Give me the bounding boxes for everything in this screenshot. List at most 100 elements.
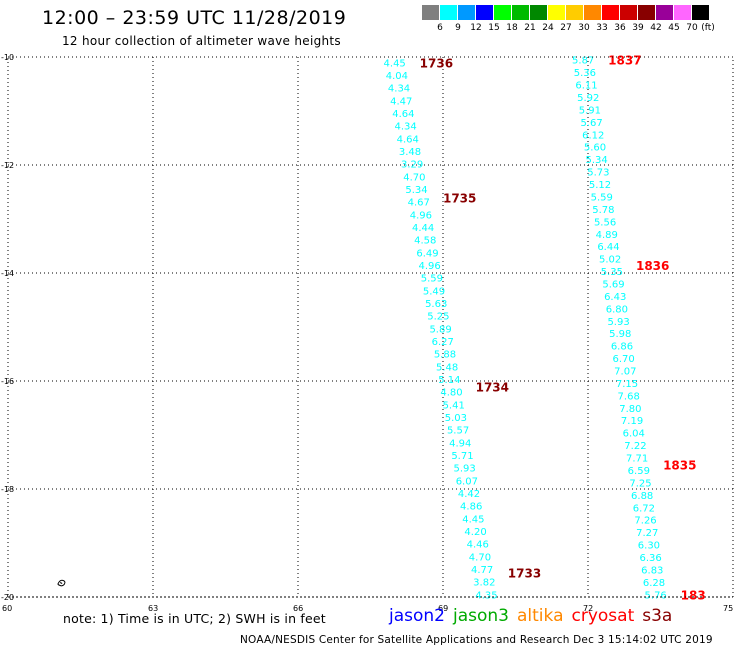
swh-value-label: 5.35 bbox=[601, 267, 623, 278]
swh-value-label: 6.86 bbox=[611, 342, 633, 353]
swh-value-label: 6.88 bbox=[631, 491, 653, 502]
colorbar-swatch bbox=[566, 5, 583, 20]
swh-value-label: 6.43 bbox=[604, 292, 626, 303]
swh-value-label: 7.80 bbox=[619, 404, 641, 415]
swh-value-label: 6.36 bbox=[639, 553, 661, 564]
swh-value-label: 5.34 bbox=[586, 155, 608, 166]
lon-tick-label: 75 bbox=[723, 604, 733, 613]
swh-value-label: 4.34 bbox=[394, 122, 416, 133]
satellite-legend-item: altika bbox=[517, 606, 564, 626]
swh-value-label: 5.12 bbox=[589, 180, 611, 191]
colorbar-tick-label: 33 bbox=[596, 23, 608, 33]
swh-value-label: 4.46 bbox=[467, 540, 489, 551]
pass-time-label: 1733 bbox=[508, 567, 541, 581]
swh-value-label: 6.07 bbox=[456, 476, 478, 487]
swh-value-label: 4.20 bbox=[464, 527, 486, 538]
swh-value-label: 6.04 bbox=[623, 429, 645, 440]
swh-value-label: 7.68 bbox=[618, 391, 640, 402]
island-outline bbox=[57, 579, 66, 587]
colorbar-swatch bbox=[440, 5, 457, 20]
colorbar-swatch bbox=[602, 5, 619, 20]
colorbar-tick-label: 9 bbox=[455, 23, 461, 33]
swh-value-label: 4.96 bbox=[419, 261, 441, 272]
swh-value-label: 4.58 bbox=[414, 236, 436, 247]
swh-value-label: 5.03 bbox=[445, 413, 467, 424]
swh-value-label: 4.04 bbox=[386, 71, 408, 82]
swh-value-label: 4.35 bbox=[475, 590, 497, 601]
swh-value-label: 3.29 bbox=[401, 160, 423, 171]
lat-tick-label: -10 bbox=[1, 53, 14, 62]
satellite-legend-item: cryosat bbox=[571, 606, 635, 626]
colorbar-swatch bbox=[512, 5, 529, 20]
swh-value-label: 7.27 bbox=[636, 528, 658, 539]
colorbar-swatch bbox=[494, 5, 511, 20]
pass-time-label: 1735 bbox=[443, 191, 476, 205]
swh-value-label: 5.71 bbox=[451, 451, 473, 462]
swh-value-label: 5.56 bbox=[594, 217, 616, 228]
swh-value-label: 5.76 bbox=[645, 590, 667, 601]
lon-tick-label: 66 bbox=[293, 604, 303, 613]
swh-value-label: 4.45 bbox=[384, 58, 406, 69]
colorbar-tick-label: 45 bbox=[668, 23, 680, 33]
colorbar-tick-label: 21 bbox=[524, 23, 536, 33]
colorbar-unit-label: (ft) bbox=[701, 23, 715, 33]
swh-value-label: 5.93 bbox=[607, 317, 629, 328]
map-frame bbox=[7, 56, 734, 598]
lon-tick-label: 60 bbox=[2, 604, 12, 613]
pass-time-label: 1734 bbox=[476, 380, 509, 394]
colorbar-tick-label: 6 bbox=[437, 23, 443, 33]
swh-value-label: 5.93 bbox=[454, 464, 476, 475]
colorbar-swatch bbox=[548, 5, 565, 20]
swh-value-label: 7.71 bbox=[626, 454, 648, 465]
swh-value-label: 6.83 bbox=[641, 565, 663, 576]
swh-value-label: 4.77 bbox=[471, 565, 493, 576]
lat-tick-label: -16 bbox=[1, 377, 14, 386]
swh-value-label: 5.25 bbox=[427, 312, 449, 323]
swh-value-label: 4.64 bbox=[397, 134, 419, 145]
colorbar-swatch bbox=[458, 5, 475, 20]
pass-time-label: 183 bbox=[681, 588, 706, 602]
swh-value-label: 5.49 bbox=[423, 286, 445, 297]
swh-value-label: 4.80 bbox=[440, 388, 462, 399]
lon-tick-label: 72 bbox=[583, 604, 593, 613]
swh-value-label: 5.67 bbox=[580, 118, 602, 129]
lon-tick-label: 63 bbox=[148, 604, 158, 613]
swh-value-label: 5.78 bbox=[592, 205, 614, 216]
swh-value-label: 7.26 bbox=[634, 516, 656, 527]
pass-time-label: 1835 bbox=[663, 459, 696, 473]
pass-time-label: 1836 bbox=[636, 259, 669, 273]
swh-value-label: 6.30 bbox=[638, 541, 660, 552]
colorbar-swatch bbox=[422, 5, 439, 20]
swh-value-label: 4.67 bbox=[408, 198, 430, 209]
pass-time-label: 1736 bbox=[420, 56, 453, 70]
swh-value-label: 5.59 bbox=[421, 274, 443, 285]
swh-value-label: 4.44 bbox=[412, 223, 434, 234]
swh-value-label: 5.73 bbox=[587, 168, 609, 179]
colorbar-tick-label: 42 bbox=[650, 23, 662, 33]
lon-tick-label: 69 bbox=[438, 604, 448, 613]
swh-value-label: 6.28 bbox=[643, 578, 665, 589]
colorbar-tick-label: 39 bbox=[632, 23, 644, 33]
colorbar-tick-label: 36 bbox=[614, 23, 626, 33]
credit-line: NOAA/NESDIS Center for Satellite Applica… bbox=[240, 634, 713, 646]
swh-value-label: 4.86 bbox=[460, 502, 482, 513]
swh-value-label: 4.70 bbox=[403, 172, 425, 183]
swh-value-label: 6.12 bbox=[582, 130, 604, 141]
swh-value-label: 5.41 bbox=[443, 400, 465, 411]
swh-value-label: 4.70 bbox=[469, 552, 491, 563]
swh-value-label: 4.47 bbox=[390, 96, 412, 107]
colorbar-tick-label: 18 bbox=[506, 23, 518, 33]
swh-value-label: 3.48 bbox=[399, 147, 421, 158]
swh-value-label: 5.34 bbox=[405, 185, 427, 196]
swh-value-label: 6.27 bbox=[432, 337, 454, 348]
swh-value-label: 5.63 bbox=[425, 299, 447, 310]
page-title: 12:00 – 23:59 UTC 11/28/2019 bbox=[42, 7, 347, 29]
swh-value-label: 6.11 bbox=[575, 81, 597, 92]
swh-value-label: 5.36 bbox=[574, 68, 596, 79]
swh-value-label: 5.89 bbox=[429, 324, 451, 335]
swh-value-label: 6.44 bbox=[597, 242, 619, 253]
colorbar-swatch bbox=[692, 5, 709, 20]
colorbar-tick-label: 15 bbox=[488, 23, 500, 33]
